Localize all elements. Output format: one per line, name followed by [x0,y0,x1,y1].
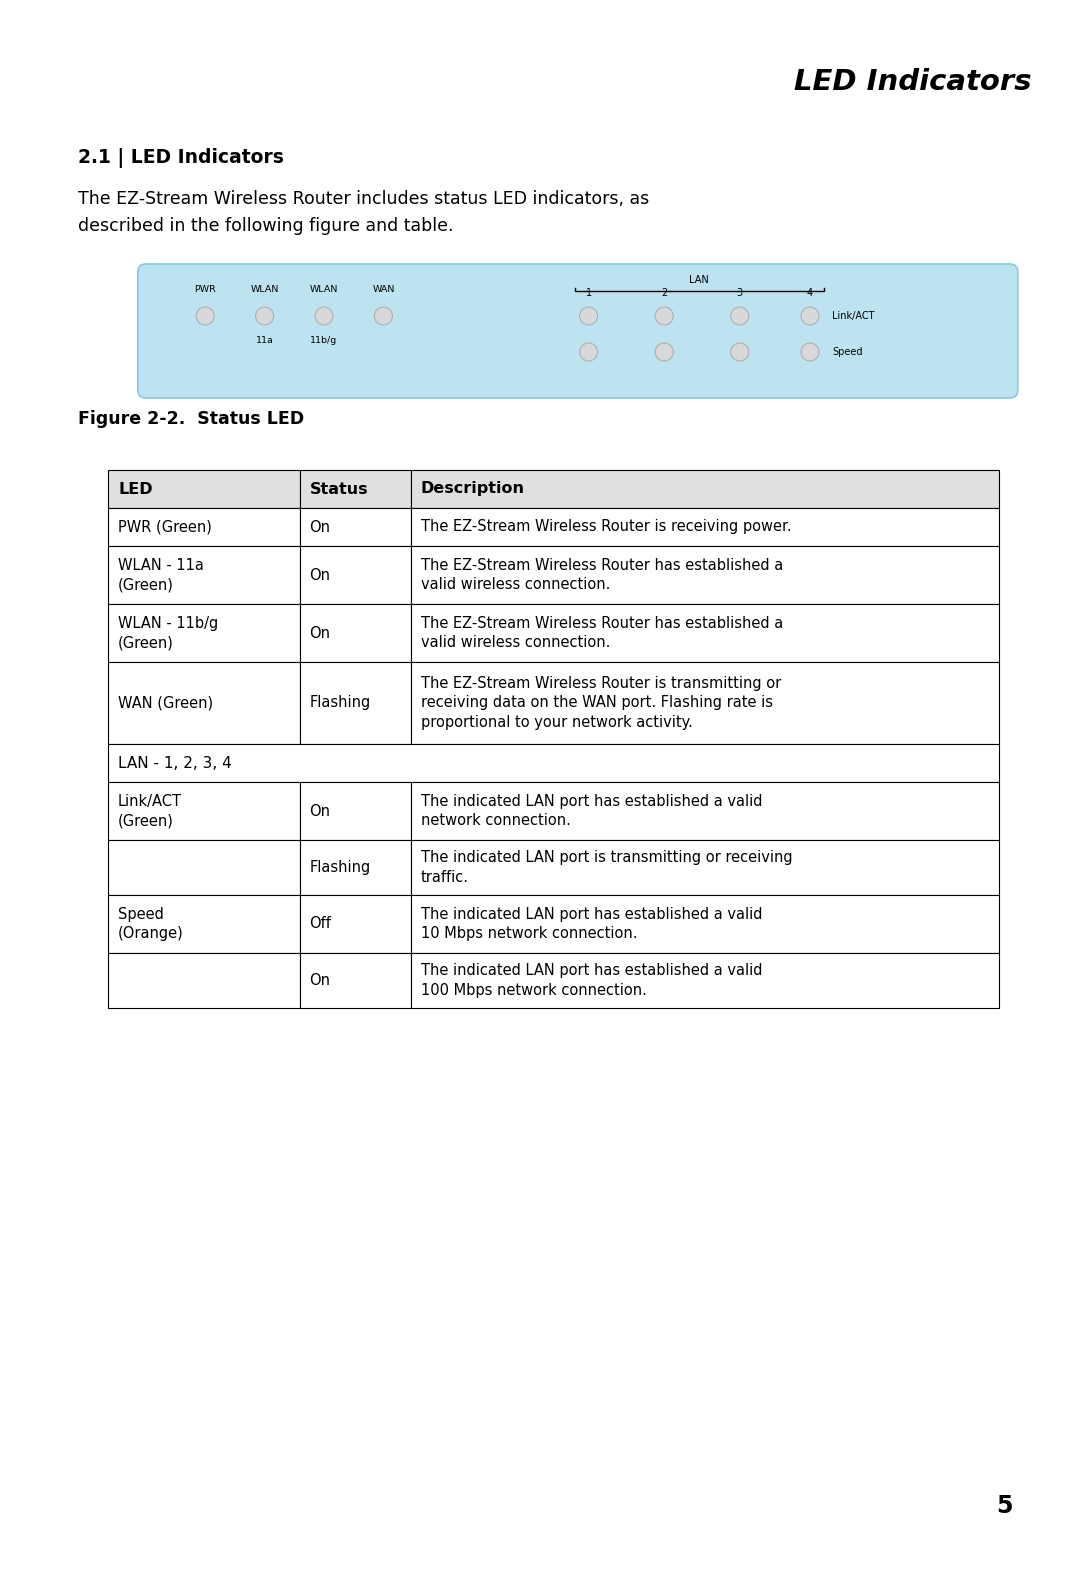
Text: On: On [310,625,330,641]
Text: Status: Status [310,482,368,496]
Text: The indicated LAN port has established a valid
10 Mbps network connection.: The indicated LAN port has established a… [421,906,762,942]
Bar [108,604,299,663]
Bar [299,895,410,953]
Bar [108,895,299,953]
Text: WLAN - 11b/g
(Green): WLAN - 11b/g (Green) [118,615,218,650]
Bar [108,509,299,546]
Circle shape [197,308,214,325]
Bar [299,546,410,604]
Text: PWR (Green): PWR (Green) [118,520,212,534]
Bar [108,546,299,604]
Bar [108,469,299,509]
Bar [410,546,999,604]
Bar [108,663,299,744]
Text: On: On [310,804,330,818]
Text: The EZ-Stream Wireless Router is receiving power.: The EZ-Stream Wireless Router is receivi… [421,520,792,534]
Text: On: On [310,567,330,582]
Text: Flashing: Flashing [310,860,370,874]
Text: WLAN: WLAN [310,286,338,294]
Circle shape [315,308,333,325]
Text: LED Indicators: LED Indicators [794,68,1031,96]
Bar [299,469,410,509]
Text: The indicated LAN port has established a valid
network connection.: The indicated LAN port has established a… [421,793,762,829]
Bar [108,840,299,895]
Text: 11b/g: 11b/g [310,336,338,345]
Text: 5: 5 [997,1495,1013,1518]
Circle shape [731,308,748,325]
Text: 4: 4 [807,287,813,298]
Circle shape [256,308,273,325]
Text: 2: 2 [661,287,667,298]
Text: 3: 3 [737,287,743,298]
Circle shape [580,342,597,361]
Bar [410,509,999,546]
Text: LED: LED [118,482,152,496]
Bar [410,840,999,895]
Bar [299,953,410,1008]
Text: 2.1 | LED Indicators: 2.1 | LED Indicators [78,148,284,168]
Text: Speed
(Orange): Speed (Orange) [118,906,184,942]
Text: Link/ACT: Link/ACT [832,311,875,320]
Bar [410,604,999,663]
Circle shape [656,308,673,325]
Bar [410,782,999,840]
Text: WLAN - 11a
(Green): WLAN - 11a (Green) [118,557,204,592]
Circle shape [580,308,597,325]
Bar [299,782,410,840]
Text: The EZ-Stream Wireless Router is transmitting or
receiving data on the WAN port.: The EZ-Stream Wireless Router is transmi… [421,675,781,730]
Text: The EZ-Stream Wireless Router has established a
valid wireless connection.: The EZ-Stream Wireless Router has establ… [421,557,783,592]
Text: LAN - 1, 2, 3, 4: LAN - 1, 2, 3, 4 [118,755,232,771]
Text: Figure 2-2.  Status LED: Figure 2-2. Status LED [78,410,303,429]
Text: PWR: PWR [194,286,216,294]
Text: Off: Off [310,917,332,931]
Bar [410,895,999,953]
Text: On: On [310,520,330,534]
Circle shape [731,342,748,361]
Circle shape [656,342,673,361]
Text: LAN: LAN [689,275,710,286]
Text: The indicated LAN port has established a valid
100 Mbps network connection.: The indicated LAN port has established a… [421,962,762,999]
Bar [299,840,410,895]
Text: On: On [310,973,330,988]
Bar [108,953,299,1008]
Circle shape [801,308,819,325]
Text: Speed: Speed [832,347,863,356]
Text: WLAN: WLAN [251,286,279,294]
Text: Description: Description [421,482,525,496]
Circle shape [375,308,392,325]
Bar [299,604,410,663]
FancyBboxPatch shape [138,264,1017,399]
Text: 1: 1 [585,287,592,298]
Bar [108,782,299,840]
Text: The EZ-Stream Wireless Router includes status LED indicators, as
described in th: The EZ-Stream Wireless Router includes s… [78,190,649,236]
Bar [410,953,999,1008]
Bar [299,509,410,546]
Text: 11a: 11a [256,336,273,345]
Text: WAN: WAN [373,286,394,294]
Circle shape [801,342,819,361]
Text: The EZ-Stream Wireless Router has established a
valid wireless connection.: The EZ-Stream Wireless Router has establ… [421,615,783,650]
Bar [410,469,999,509]
Bar [108,744,999,782]
Text: Flashing: Flashing [310,696,370,711]
Text: WAN (Green): WAN (Green) [118,696,213,711]
Text: Link/ACT
(Green): Link/ACT (Green) [118,793,183,829]
Text: The indicated LAN port is transmitting or receiving
traffic.: The indicated LAN port is transmitting o… [421,849,793,885]
Bar [410,663,999,744]
Bar [299,663,410,744]
